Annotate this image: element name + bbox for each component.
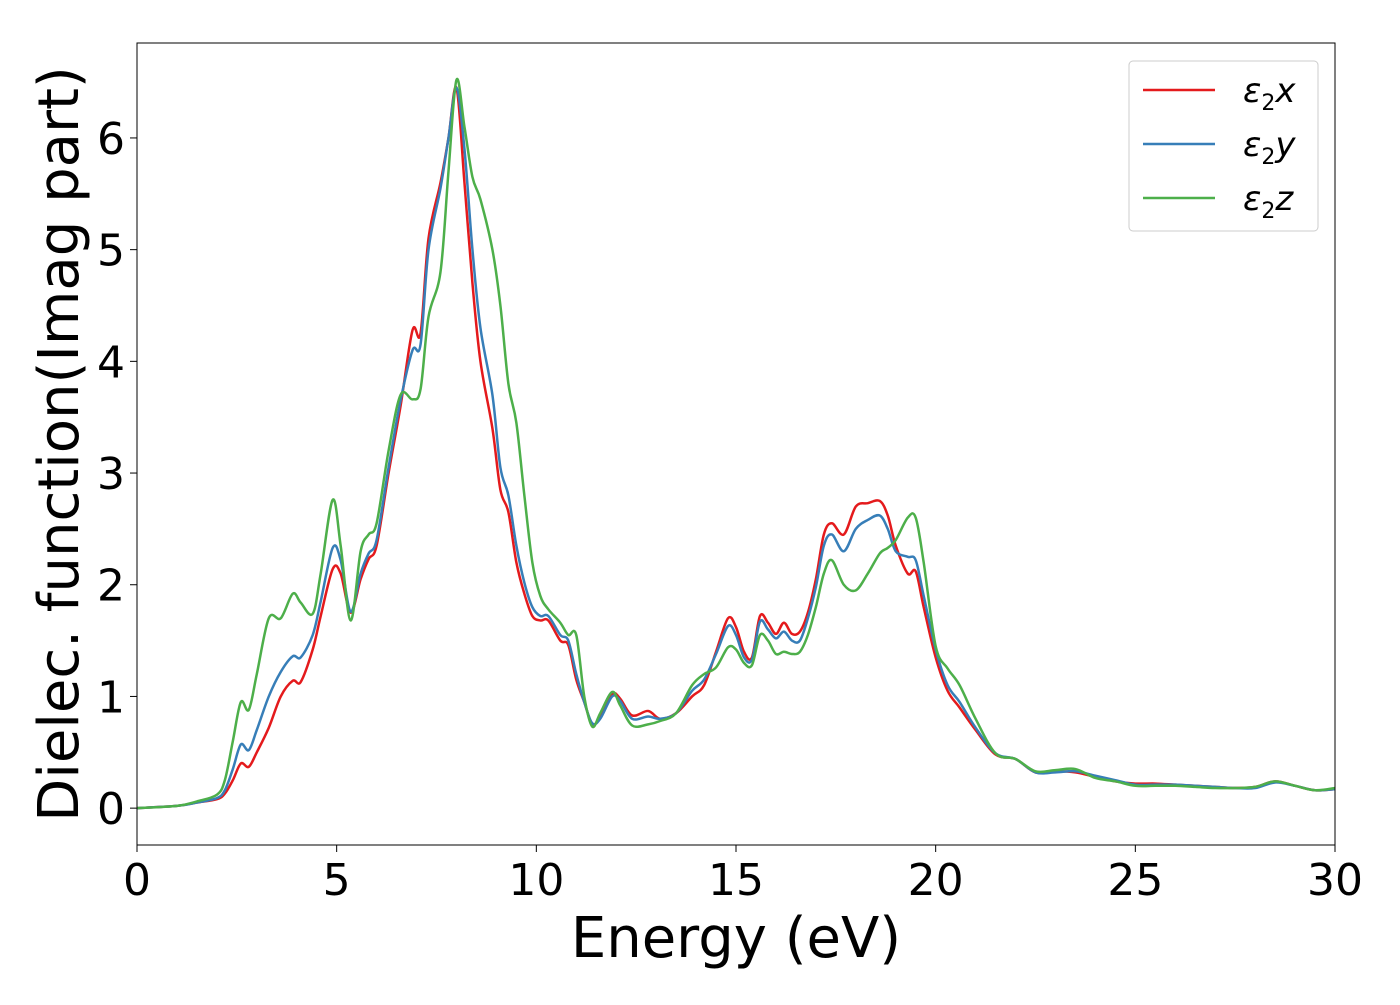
y-tick-label: 6 bbox=[97, 114, 125, 165]
x-tick-label: 30 bbox=[1307, 855, 1363, 906]
legend-label-subscript: 2 bbox=[1261, 145, 1275, 170]
x-tick-label: 20 bbox=[908, 855, 964, 906]
legend-label-base: ε bbox=[1243, 125, 1261, 165]
legend-label-subscript: 2 bbox=[1261, 91, 1275, 116]
x-tick-label: 10 bbox=[508, 855, 564, 906]
legend-label-axis: y bbox=[1274, 125, 1296, 165]
x-tick-label: 0 bbox=[123, 855, 151, 906]
y-tick-label: 4 bbox=[97, 337, 125, 388]
y-tick-label: 1 bbox=[97, 672, 125, 723]
y-tick-label: 2 bbox=[97, 561, 125, 612]
ticks-layer: 0 5 10 15 20 25 30 0 1 2 3 4 5 6 bbox=[97, 114, 1363, 906]
y-tick-label: 3 bbox=[97, 449, 125, 500]
y-tick-label: 5 bbox=[97, 226, 125, 277]
x-tick-label: 15 bbox=[708, 855, 764, 906]
lines-layer bbox=[137, 77, 1335, 810]
y-axis-label: Dielec. function(Imag part) bbox=[27, 66, 92, 822]
legend-label: ε2x bbox=[1243, 71, 1296, 116]
x-axis-label: Energy (eV) bbox=[571, 906, 901, 971]
legend-label-axis: z bbox=[1274, 179, 1294, 219]
legend-label-subscript: 2 bbox=[1261, 199, 1275, 224]
x-tick-label: 5 bbox=[323, 855, 351, 906]
legend-label: ε2y bbox=[1243, 125, 1296, 170]
legend-label-axis: x bbox=[1274, 71, 1296, 111]
series-line-3 bbox=[137, 77, 1335, 810]
legend-label: ε2z bbox=[1243, 179, 1294, 224]
legend-label-base: ε bbox=[1243, 71, 1261, 111]
x-tick-label: 25 bbox=[1107, 855, 1163, 906]
legend-box bbox=[1128, 60, 1319, 232]
legend-label-base: ε bbox=[1243, 179, 1261, 219]
y-tick-label: 0 bbox=[97, 784, 125, 835]
